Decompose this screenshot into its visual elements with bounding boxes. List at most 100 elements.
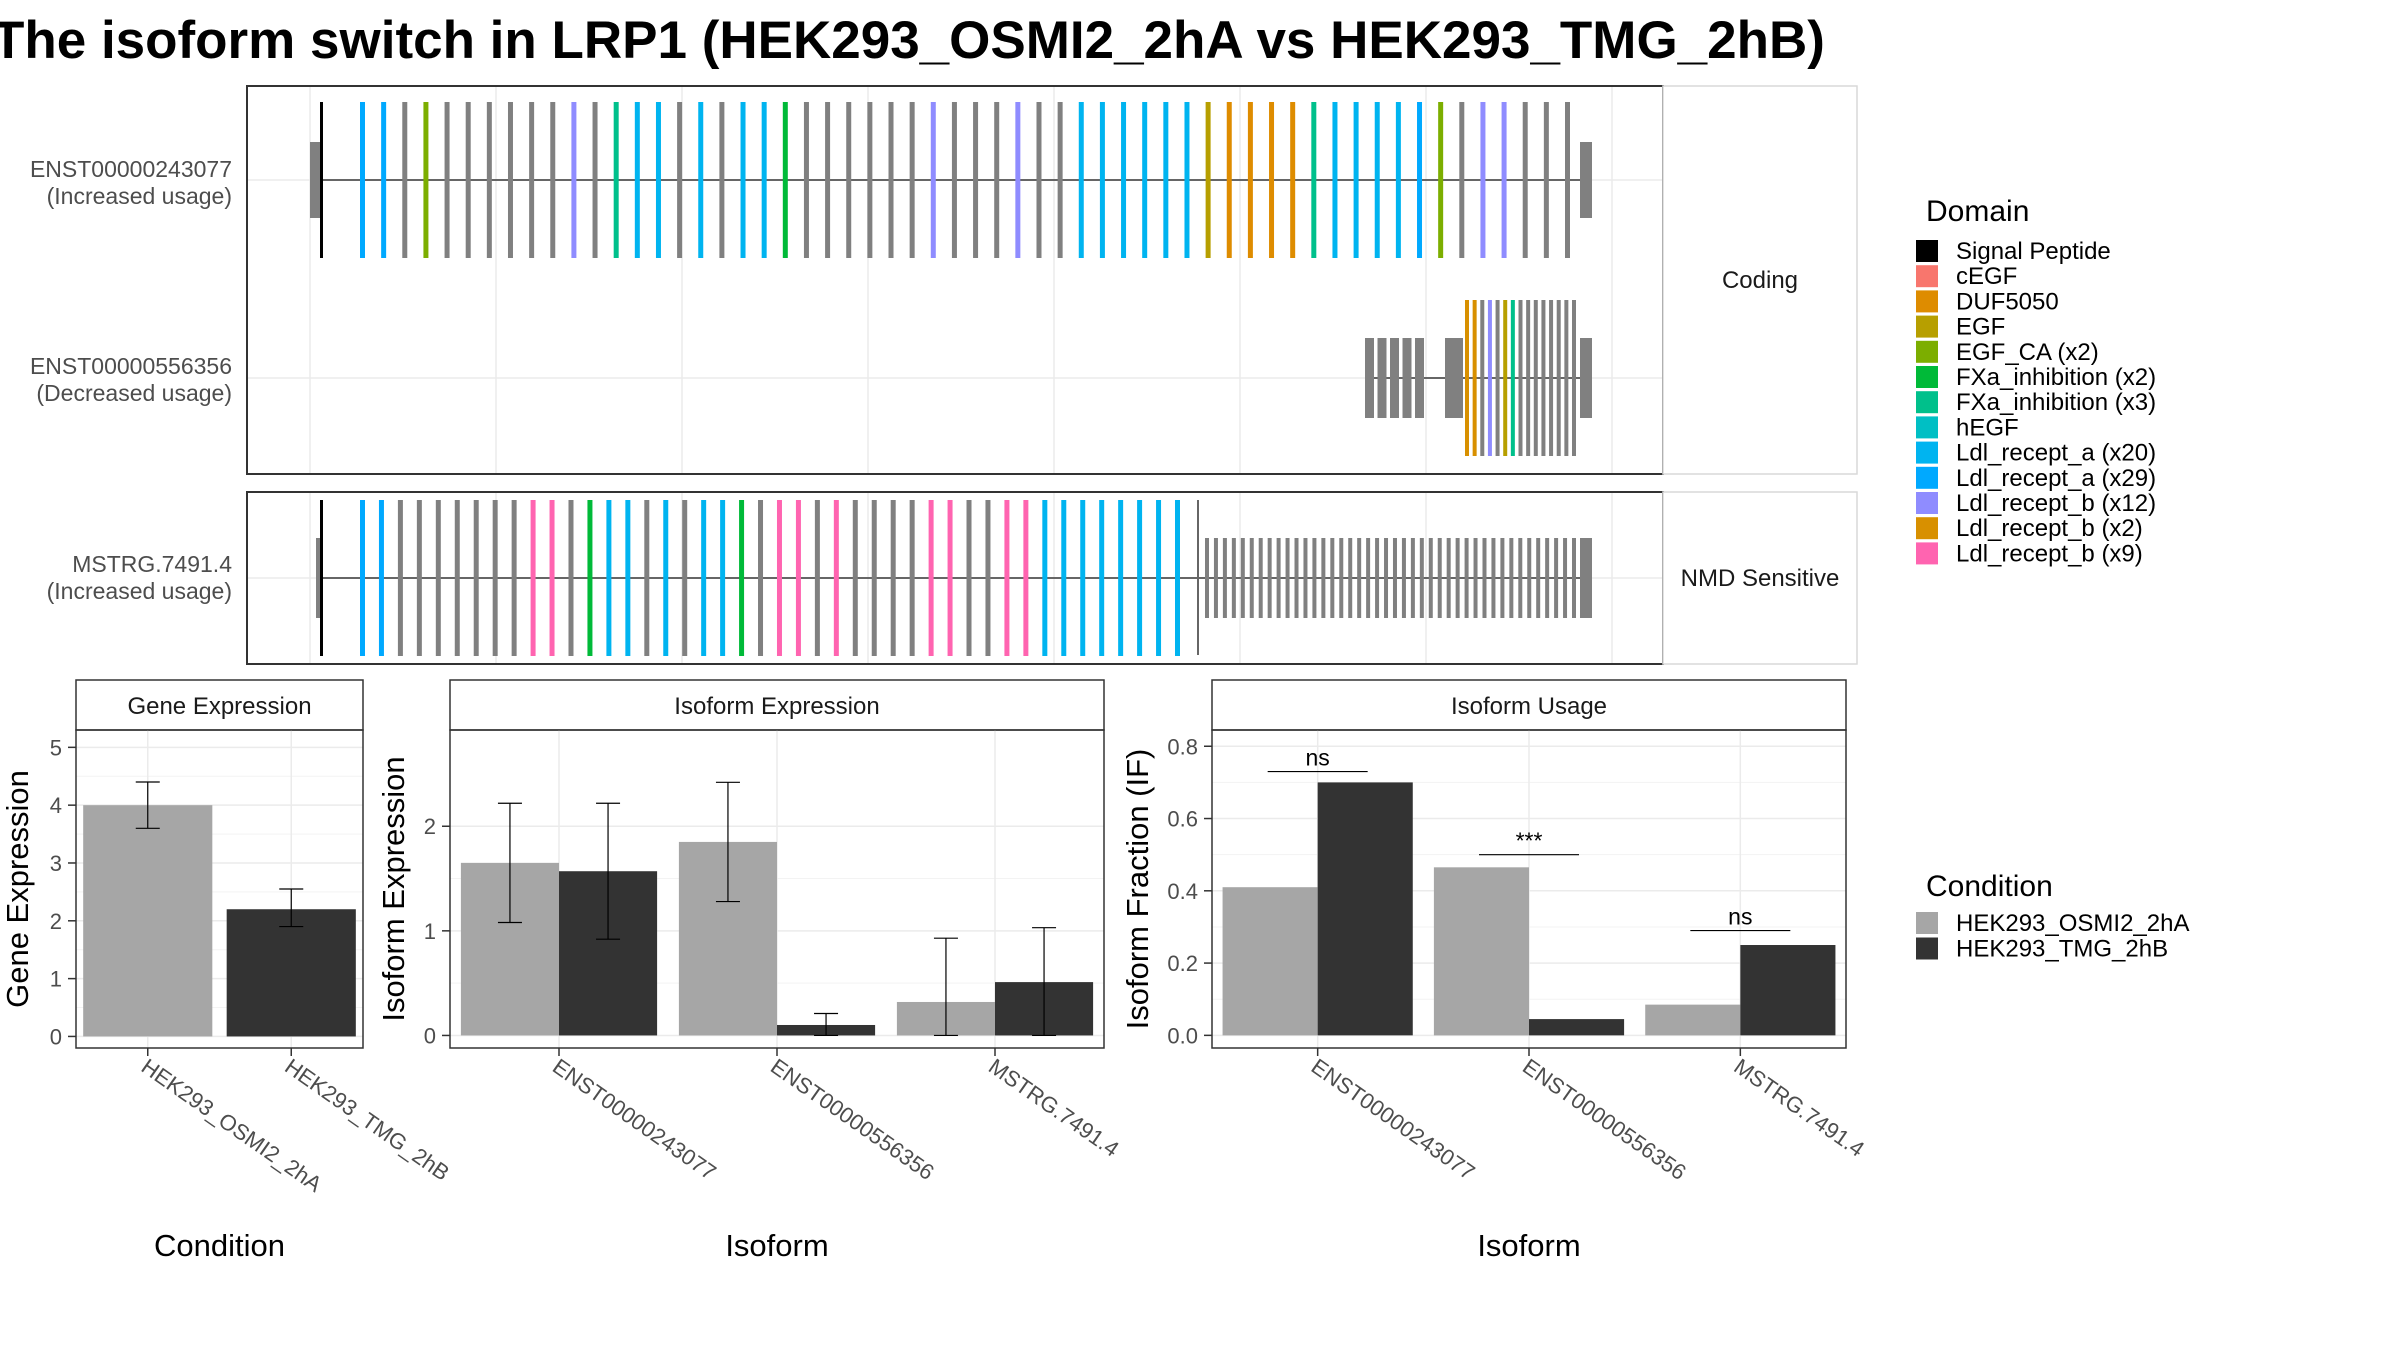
exon — [1339, 538, 1344, 618]
exon — [776, 500, 782, 656]
exon — [592, 102, 598, 258]
exon — [507, 102, 513, 258]
x-axis-title: Condition — [154, 1228, 285, 1263]
exon — [1137, 500, 1143, 656]
exon — [1258, 538, 1263, 618]
exon — [1437, 538, 1442, 618]
utr-block — [1580, 338, 1592, 418]
exon — [985, 500, 991, 656]
x-tick-label: MSTRG.7491.4 — [984, 1054, 1124, 1162]
domain-legend-label: DUF5050 — [1956, 288, 2059, 315]
y-tick-label: 4 — [50, 793, 62, 818]
exon — [1518, 300, 1523, 456]
condition-legend-label: HEK293_TMG_2hB — [1956, 936, 2168, 963]
exon — [1410, 538, 1415, 618]
exon — [1401, 538, 1406, 618]
exon — [486, 102, 492, 258]
x-axis-title: Isoform — [1477, 1228, 1580, 1263]
exon — [1455, 538, 1460, 618]
exon — [1572, 300, 1576, 456]
exon — [568, 500, 574, 656]
domain-legend-key — [1916, 492, 1938, 514]
exon — [867, 102, 873, 258]
exon — [825, 102, 831, 258]
exon — [1269, 102, 1275, 258]
exon — [1390, 338, 1399, 418]
exon — [1417, 102, 1423, 258]
isoform-2-id: ENST00000556356 — [30, 353, 232, 379]
exon — [435, 500, 441, 656]
exon — [1061, 500, 1067, 656]
exon — [1057, 102, 1063, 258]
exon — [1541, 300, 1546, 456]
domain-legend-label: Signal Peptide — [1956, 238, 2111, 265]
exon — [1175, 500, 1180, 656]
exon — [381, 102, 387, 258]
exon — [909, 500, 915, 656]
coding-strip-label: Coding — [1722, 267, 1798, 294]
exon — [454, 500, 460, 656]
y-tick-label: 0.0 — [1167, 1023, 1198, 1048]
domain-legend-key — [1916, 517, 1938, 540]
domain-legend-title: Domain — [1926, 195, 2029, 228]
exon — [1543, 102, 1549, 258]
nmd-isoform-panel — [248, 493, 1662, 663]
chart-strip — [449, 679, 1105, 731]
domain-legend-key — [1916, 366, 1938, 388]
exon — [1395, 102, 1401, 258]
exon — [511, 500, 517, 656]
exon — [1247, 102, 1253, 258]
bar — [1645, 1004, 1741, 1036]
exon — [1415, 338, 1424, 418]
exon — [1276, 538, 1281, 618]
exon — [1348, 538, 1353, 618]
exon — [1205, 538, 1209, 618]
isoform-expression-chart: Isoform Expression 0 1 2 ENST00000243077 ENST… — [376, 679, 1124, 1263]
exon — [1374, 102, 1380, 258]
significance-label: *** — [1516, 828, 1543, 854]
exon — [803, 102, 809, 258]
exon — [698, 102, 704, 258]
bar — [1317, 782, 1413, 1036]
bar — [1433, 867, 1529, 1036]
domain-legend-label: Ldl_recept_b (x9) — [1956, 540, 2143, 567]
exon — [1472, 300, 1477, 456]
x-tick-label: ENST00000243077 — [548, 1054, 721, 1185]
exon — [655, 102, 661, 258]
exon — [1231, 538, 1236, 618]
isoform-3-usage: (Increased usage) — [47, 578, 232, 604]
bar — [83, 805, 213, 1037]
y-tick-label: 0.6 — [1167, 807, 1198, 832]
utr-block — [1580, 538, 1592, 618]
exon — [890, 500, 896, 656]
signal-peptide-mark — [320, 500, 323, 656]
exon — [701, 500, 707, 656]
domain-legend-label: EGF_CA (x2) — [1956, 339, 2099, 366]
domain-legend-label: Ldl_recept_a (x20) — [1956, 440, 2156, 467]
exon — [1303, 538, 1308, 618]
exon — [1311, 102, 1317, 258]
exon — [761, 102, 767, 258]
exon — [606, 500, 612, 656]
exon — [1015, 102, 1021, 258]
x-tick-label: MSTRG.7491.4 — [1729, 1054, 1869, 1162]
exon — [1495, 300, 1500, 456]
utr-block — [1580, 142, 1592, 218]
exon — [1518, 538, 1523, 618]
y-tick-label: 0 — [50, 1024, 62, 1049]
exon — [1357, 538, 1362, 618]
exon — [852, 500, 858, 656]
exon — [1080, 500, 1086, 656]
y-axis-title: Isoform Fraction (IF) — [1120, 749, 1155, 1030]
exon — [930, 102, 936, 258]
y-tick-label: 2 — [424, 814, 436, 839]
exon — [1564, 300, 1569, 456]
bar — [226, 909, 356, 1037]
exon — [966, 500, 972, 656]
domain-legend-key — [1916, 240, 1938, 262]
exon — [1459, 102, 1465, 258]
nmd-strip — [1662, 491, 1858, 665]
significance-label: ns — [1306, 745, 1330, 771]
exon — [1004, 500, 1010, 656]
domain-legend-key — [1916, 542, 1938, 565]
